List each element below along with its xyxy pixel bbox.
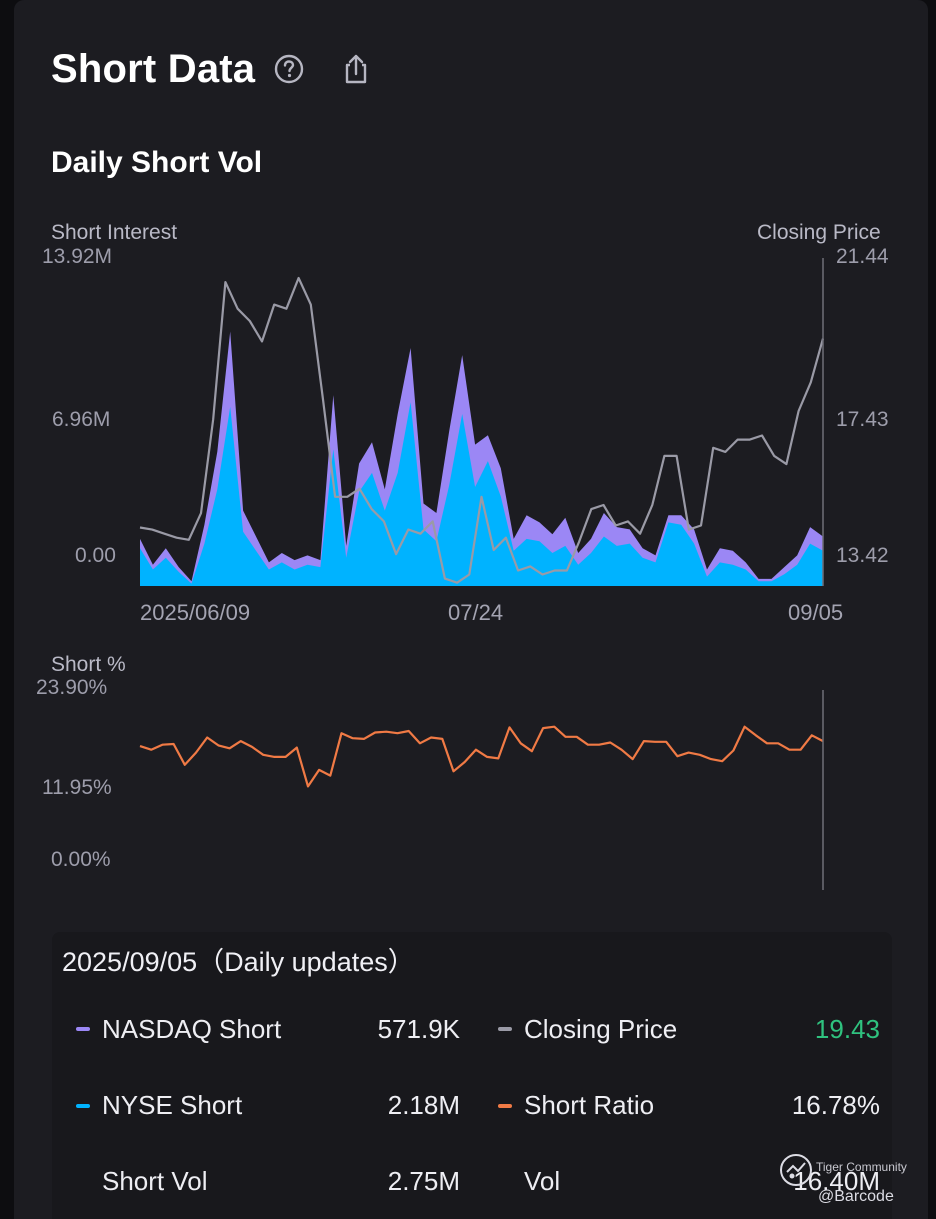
tiger-logo-icon xyxy=(780,1154,812,1186)
pct-tick-top: 23.90% xyxy=(36,676,108,699)
short-vol-value: 2.75M xyxy=(387,1166,460,1196)
x-tick-mid: 07/24 xyxy=(448,600,504,625)
left-axis-label: Short Interest xyxy=(51,221,178,244)
pct-tick-bottom: 0.00% xyxy=(51,848,111,871)
y-tick-left-top: 13.92M xyxy=(42,245,113,268)
watermark: Tiger Community @Barcode xyxy=(778,1152,918,1212)
nyse-legend-dash xyxy=(76,1104,90,1108)
pct-tick-mid: 11.95% xyxy=(42,776,112,799)
section-title: Daily Short Vol xyxy=(51,146,263,179)
ratio-legend-dash xyxy=(498,1104,512,1108)
closing-price-value: 19.43 xyxy=(814,1014,880,1044)
short-ratio-value: 16.78% xyxy=(791,1090,880,1120)
y-tick-right-bottom: 13.42 xyxy=(836,544,889,567)
question-circle-icon[interactable] xyxy=(273,53,305,85)
x-tick-end: 09/05 xyxy=(788,600,844,625)
page-title: Short Data xyxy=(51,46,256,91)
right-axis-label: Closing Price xyxy=(757,221,881,244)
vol-value: 16.40M xyxy=(793,1166,880,1196)
y-tick-left-bottom: 0.00 xyxy=(75,544,116,567)
panel-date: 2025/09/05（Daily updates） xyxy=(62,947,415,977)
y-tick-left-mid: 6.96M xyxy=(52,408,111,431)
nyse-short-value: 2.18M xyxy=(387,1090,460,1120)
y-tick-right-mid: 17.43 xyxy=(836,408,889,431)
watermark-user: @Barcode xyxy=(818,1188,894,1205)
nyse-short-area xyxy=(140,402,823,586)
short-pct-label: Short % xyxy=(51,653,126,676)
short-ratio-line xyxy=(139,725,824,788)
vol-label: Vol xyxy=(524,1166,561,1196)
header: Short Data xyxy=(51,44,373,94)
closing-price-label: Closing Price xyxy=(524,1014,678,1044)
nyse-short-label: NYSE Short xyxy=(102,1090,243,1120)
share-icon[interactable] xyxy=(339,52,373,86)
closing-legend-dash xyxy=(498,1027,512,1031)
short-ratio-label: Short Ratio xyxy=(524,1090,655,1120)
nasdaq-short-value: 571.9K xyxy=(377,1014,460,1044)
short-volume-chart[interactable] xyxy=(0,0,936,900)
nasdaq-legend-dash xyxy=(76,1027,90,1031)
daily-details-panel: 2025/09/05（Daily updates） xyxy=(52,932,892,1219)
short-vol-label: Short Vol xyxy=(102,1166,208,1196)
nasdaq-short-area xyxy=(140,331,823,586)
watermark-brand: Tiger Community xyxy=(816,1160,907,1174)
x-tick-start: 2025/06/09 xyxy=(140,600,251,625)
y-tick-right-top: 21.44 xyxy=(836,245,889,268)
closing-price-line xyxy=(139,276,825,584)
nasdaq-short-label: NASDAQ Short xyxy=(102,1014,282,1044)
